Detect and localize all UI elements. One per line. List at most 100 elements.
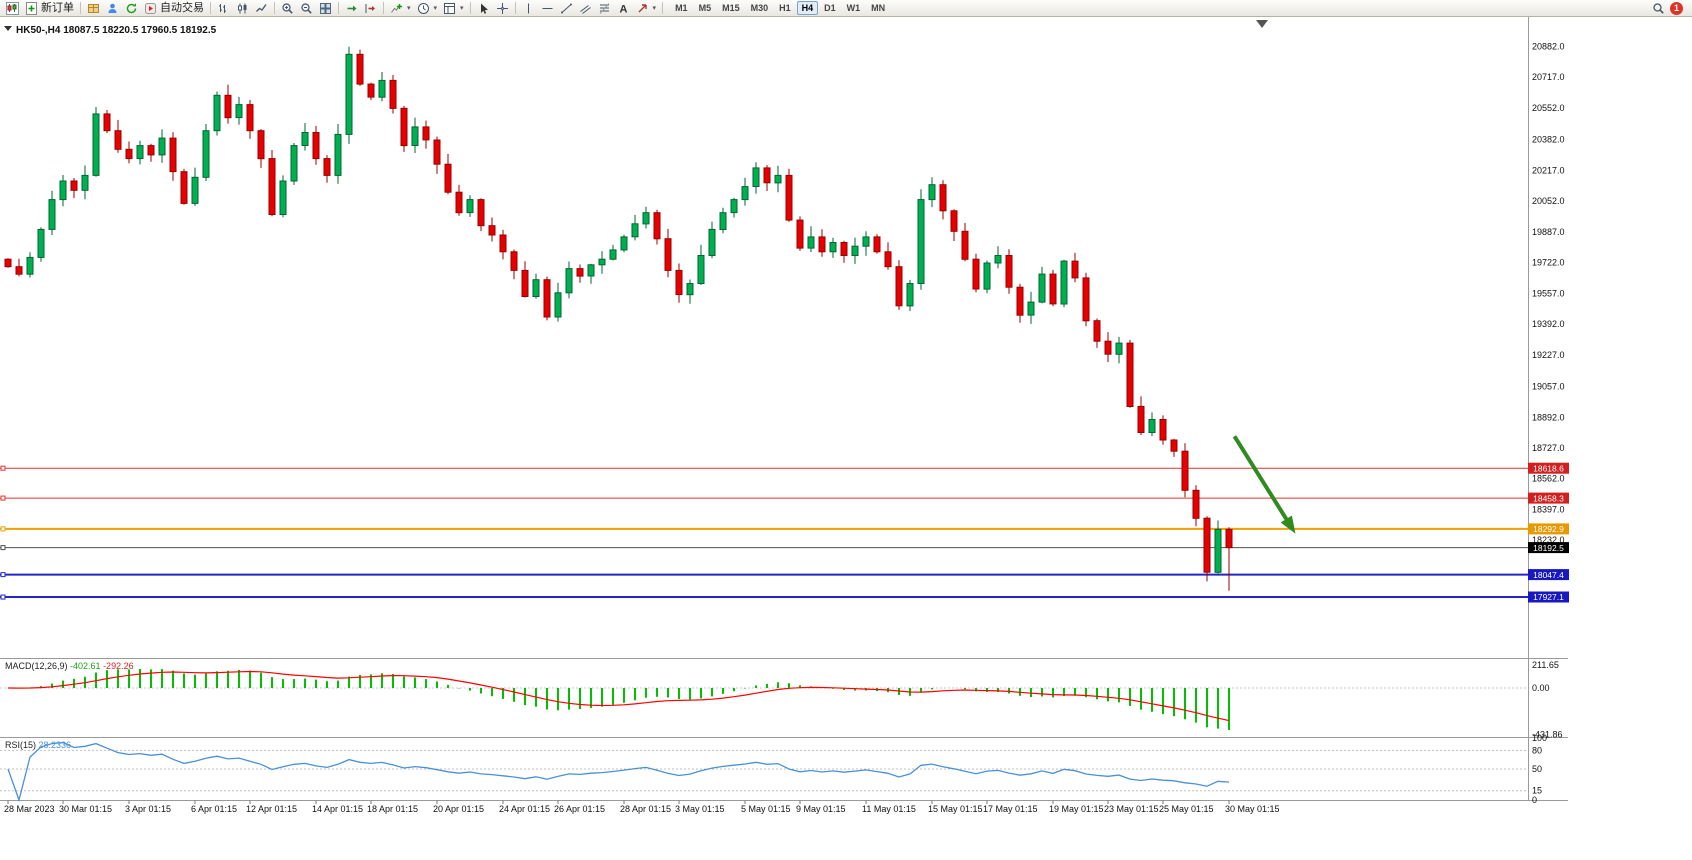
- vertical-line-button[interactable]: [519, 1, 538, 16]
- macd-label: MACD(12,26,9) -402.61 -292.26: [5, 661, 134, 671]
- text-tool-button[interactable]: A: [614, 1, 633, 16]
- tile-windows-button[interactable]: [316, 1, 335, 16]
- new-chart-button[interactable]: [3, 1, 22, 16]
- search-button[interactable]: [1649, 1, 1668, 16]
- y-axis-tick: 18727.0: [1532, 443, 1565, 453]
- rsi-axis-label: 100: [1532, 733, 1547, 743]
- horizontal-line-button[interactable]: [538, 1, 557, 16]
- timeframe-w1[interactable]: W1: [846, 3, 861, 13]
- x-axis-label: 9 May 01:15: [796, 804, 846, 814]
- y-axis-tick: 18892.0: [1532, 412, 1565, 422]
- x-axis-label: 17 May 01:15: [983, 804, 1038, 814]
- line-chart-button[interactable]: [252, 1, 271, 16]
- candle-body: [543, 279, 551, 318]
- timeframe-m15[interactable]: M15: [722, 3, 740, 13]
- zoom-out-button[interactable]: [297, 1, 316, 16]
- notification-badge[interactable]: 1: [1670, 1, 1683, 15]
- candle-body: [147, 145, 155, 156]
- indicators-icon: [391, 3, 402, 13]
- level-anchor: [0, 594, 6, 600]
- market-watch-button[interactable]: [103, 1, 122, 16]
- new-order-button[interactable]: 新订单: [22, 1, 77, 16]
- fibonacci-button[interactable]: [595, 1, 614, 16]
- one-click-trading-toggle[interactable]: [4, 26, 12, 31]
- candle-body: [455, 191, 463, 214]
- timeframe-d1[interactable]: D1: [824, 3, 836, 13]
- candle-body: [70, 180, 78, 191]
- x-axis-label: 11 May 01:15: [862, 804, 916, 814]
- candle-body: [961, 230, 969, 260]
- candle-body: [26, 256, 34, 275]
- y-axis-tick: 19227.0: [1532, 350, 1565, 360]
- timeframe-mn[interactable]: MN: [871, 3, 886, 13]
- macd-signal-line: [7, 670, 1230, 722]
- chart-shift-button[interactable]: [361, 1, 380, 16]
- rsi-axis-label: 50: [1532, 764, 1542, 774]
- autotrading-button[interactable]: 自动交易: [141, 1, 207, 16]
- candle-body: [510, 251, 518, 271]
- timeframe-h4[interactable]: H4: [796, 1, 819, 15]
- new-order-label: 新订单: [41, 1, 74, 14]
- timeframe-h1[interactable]: H1: [779, 3, 791, 13]
- crosshair-button[interactable]: [493, 1, 512, 16]
- auto-scroll-button[interactable]: [342, 1, 361, 16]
- price-level-label: 17927.1: [1533, 592, 1564, 602]
- bar-chart-button[interactable]: [214, 1, 233, 16]
- candle-body: [136, 145, 144, 160]
- candlestick-button[interactable]: [233, 1, 252, 16]
- candle-body: [1137, 405, 1145, 433]
- trendline-button[interactable]: [557, 1, 576, 16]
- toolbar-separator: [469, 2, 471, 14]
- timeframe-m5[interactable]: M5: [698, 3, 712, 13]
- price-level-label-box: [1528, 569, 1569, 581]
- metaeditor-button[interactable]: [84, 1, 103, 16]
- candle-body: [1027, 301, 1035, 316]
- channel-button[interactable]: [576, 1, 595, 16]
- refresh-icon: [126, 2, 137, 13]
- periods-button[interactable]: ▾: [414, 1, 441, 16]
- y-axis-tick: 18232.0: [1532, 535, 1565, 545]
- candle-body: [466, 199, 474, 214]
- toolbar-separator: [662, 2, 664, 14]
- candle-body: [719, 212, 727, 230]
- arrow-icon: [638, 3, 647, 12]
- macd-histogram: [18, 669, 1230, 730]
- level-anchor: [0, 526, 6, 532]
- candle-body: [686, 283, 694, 296]
- candle-body: [400, 107, 408, 147]
- dropdown-caret-icon: ▾: [460, 5, 464, 12]
- price-level-label: 18458.3: [1533, 493, 1564, 503]
- level-anchor: [0, 465, 6, 471]
- candle-body: [499, 234, 507, 253]
- candle-body: [367, 83, 375, 98]
- candle-body: [279, 180, 287, 215]
- indicators-button[interactable]: ▾: [387, 1, 414, 16]
- y-axis-tick: 19722.0: [1532, 258, 1565, 268]
- zoom-in-button[interactable]: [278, 1, 297, 16]
- timeframe-m1[interactable]: M1: [675, 3, 688, 13]
- timeframe-m30[interactable]: M30: [750, 3, 769, 13]
- search-icon: [1653, 2, 1664, 14]
- macd-axis-label: -431.86: [1532, 730, 1563, 740]
- templates-button[interactable]: ▾: [440, 1, 467, 16]
- toolbar-separator: [80, 2, 81, 14]
- cursor-button[interactable]: [474, 1, 493, 16]
- package-icon: [88, 3, 99, 13]
- candle-body: [114, 130, 122, 150]
- arrows-tool-button[interactable]: ▾: [633, 1, 660, 16]
- horizontal-line-icon: [542, 7, 553, 9]
- chart-shift-marker[interactable]: [1256, 20, 1268, 28]
- candle-body: [15, 266, 23, 275]
- candle-body: [334, 133, 342, 176]
- toolbar-separator: [274, 2, 275, 14]
- candle-body: [873, 236, 881, 253]
- x-axis-label: 3 Apr 01:15: [125, 804, 171, 814]
- refresh-button[interactable]: [122, 1, 141, 16]
- candle-body: [477, 199, 485, 227]
- level-anchor: [0, 572, 6, 578]
- candle-body: [950, 210, 958, 232]
- dropdown-caret-icon: ▾: [433, 5, 438, 12]
- annotation-arrow[interactable]: [1232, 435, 1295, 531]
